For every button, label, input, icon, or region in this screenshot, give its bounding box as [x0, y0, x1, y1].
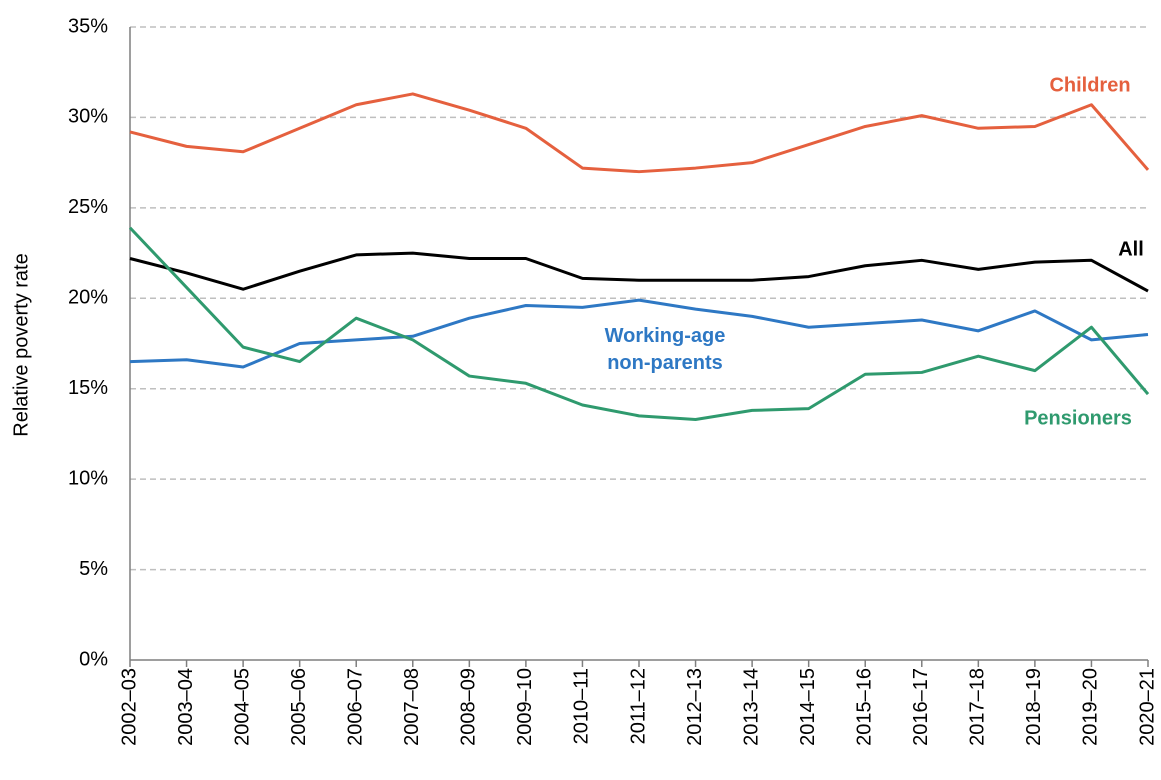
- series-line: [129, 92, 1150, 174]
- x-tick-label: 2014–15: [797, 668, 819, 746]
- x-tick-label: 2005–06: [288, 668, 310, 746]
- x-tick-label: 2020–21: [1136, 668, 1158, 746]
- series-label: All: [1118, 238, 1144, 260]
- x-tick-label: 2004–05: [231, 668, 253, 746]
- x-tick-label: 2012–13: [684, 668, 706, 746]
- x-tick-label: 2011–12: [627, 668, 649, 744]
- x-tick-label: 2019–20: [1080, 668, 1102, 746]
- series-line: [128, 226, 1150, 421]
- x-tick-label: 2008–09: [458, 668, 480, 746]
- x-tick-label: 2018–19: [1023, 668, 1045, 746]
- y-tick-label: 5%: [79, 558, 108, 580]
- y-axis-label: Relative poverty rate: [10, 253, 32, 436]
- x-tick-label: 2017–18: [967, 668, 989, 746]
- y-tick-label: 25%: [68, 196, 108, 218]
- x-tick-label: 2015–16: [854, 668, 876, 746]
- x-tick-label: 2007–08: [401, 668, 423, 746]
- series-line: [129, 251, 1149, 293]
- x-tick-label: 2013–14: [740, 668, 762, 746]
- y-tick-label: 35%: [68, 15, 108, 37]
- y-tick-label: 20%: [68, 287, 108, 309]
- y-tick-label: 10%: [68, 467, 108, 489]
- x-tick-label: 2010–11: [571, 668, 593, 744]
- series-label: Children: [1049, 74, 1130, 96]
- x-tick-label: 2002–03: [118, 668, 140, 746]
- y-tick-label: 0%: [79, 648, 108, 670]
- x-tick-label: 2006–07: [345, 668, 367, 746]
- x-tick-label: 2003–04: [175, 668, 197, 746]
- x-tick-label: 2016–17: [910, 668, 932, 746]
- series-label-box: Working-age non-parents: [604, 325, 726, 374]
- series-label: Pensioners: [1024, 407, 1132, 429]
- y-tick-label: 15%: [68, 377, 108, 399]
- series-line: [129, 298, 1149, 369]
- series-label: Working-age non-parents: [604, 325, 726, 374]
- x-tick-label: 2009–10: [514, 668, 536, 746]
- y-tick-label: 30%: [68, 106, 108, 128]
